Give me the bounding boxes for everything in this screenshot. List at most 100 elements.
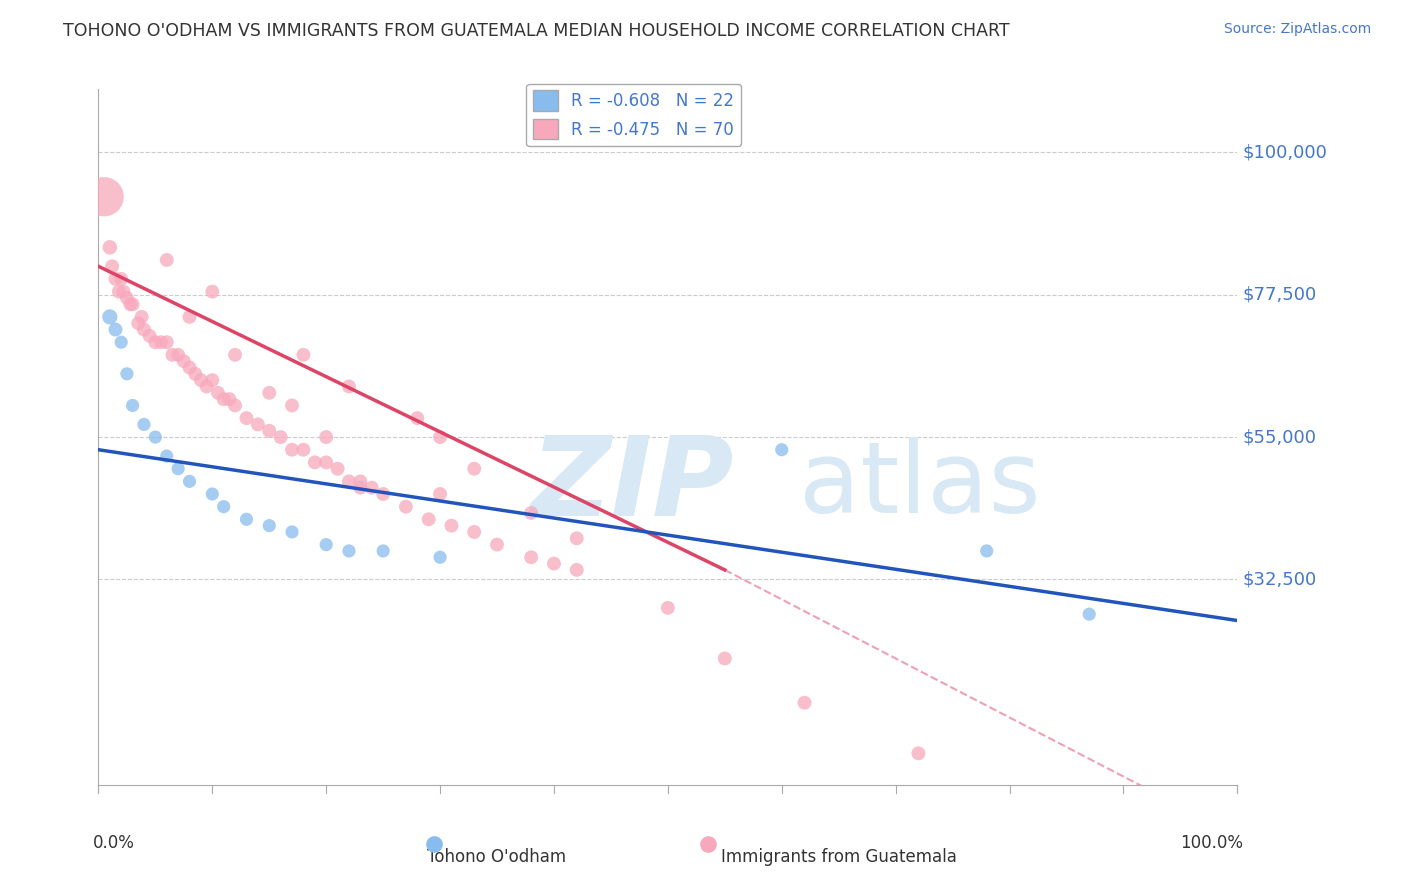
- Point: [292, 348, 315, 362]
- Point: [657, 600, 679, 615]
- Text: TOHONO O'ODHAM VS IMMIGRANTS FROM GUATEMALA MEDIAN HOUSEHOLD INCOME CORRELATION : TOHONO O'ODHAM VS IMMIGRANTS FROM GUATEM…: [63, 22, 1010, 40]
- Point: [179, 310, 201, 324]
- Point: [224, 348, 246, 362]
- Point: [156, 252, 179, 267]
- Text: ZIP: ZIP: [531, 433, 735, 540]
- Point: [429, 550, 451, 565]
- Text: $77,500: $77,500: [1243, 285, 1317, 304]
- Point: [104, 322, 127, 336]
- Point: [195, 379, 218, 393]
- Point: [98, 240, 121, 254]
- Point: [121, 399, 143, 413]
- Point: [281, 399, 304, 413]
- Point: [131, 310, 153, 324]
- Point: [349, 475, 371, 489]
- Point: [218, 392, 240, 406]
- Point: [281, 524, 304, 539]
- Point: [714, 651, 737, 665]
- Point: [201, 285, 224, 299]
- Point: [486, 538, 509, 552]
- Point: [115, 291, 138, 305]
- Point: [429, 487, 451, 501]
- Point: [520, 550, 543, 565]
- Point: [315, 538, 337, 552]
- Point: [108, 285, 131, 299]
- Point: [212, 500, 235, 514]
- Point: [406, 411, 429, 425]
- Legend: R = -0.608   N = 22, R = -0.475   N = 70: R = -0.608 N = 22, R = -0.475 N = 70: [526, 84, 741, 146]
- Point: [145, 335, 167, 350]
- Point: [371, 544, 394, 558]
- Point: [207, 385, 229, 400]
- Point: [395, 500, 418, 514]
- Point: [423, 778, 446, 792]
- Point: [235, 512, 257, 526]
- Point: [292, 442, 315, 457]
- Point: [246, 417, 269, 432]
- Point: [270, 430, 292, 444]
- Point: [349, 481, 371, 495]
- Point: [565, 563, 588, 577]
- Point: [259, 385, 281, 400]
- Point: [793, 696, 815, 710]
- Point: [145, 430, 167, 444]
- Point: [115, 367, 138, 381]
- Point: [337, 475, 360, 489]
- Point: [259, 424, 281, 438]
- Point: [907, 747, 929, 761]
- Point: [190, 373, 212, 387]
- Point: [235, 411, 257, 425]
- Point: [259, 518, 281, 533]
- Point: [112, 285, 135, 299]
- Point: [463, 461, 485, 475]
- Point: [337, 544, 360, 558]
- Text: $55,000: $55,000: [1243, 428, 1317, 446]
- Point: [156, 449, 179, 463]
- Point: [212, 392, 235, 406]
- Point: [1078, 607, 1101, 622]
- Text: 100.0%: 100.0%: [1180, 834, 1243, 852]
- Point: [360, 481, 382, 495]
- Text: $100,000: $100,000: [1243, 144, 1327, 161]
- Point: [770, 442, 793, 457]
- Point: [104, 272, 127, 286]
- Point: [371, 487, 394, 501]
- Point: [132, 322, 155, 336]
- Text: atlas: atlas: [799, 437, 1040, 534]
- Point: [201, 487, 224, 501]
- Text: Source: ZipAtlas.com: Source: ZipAtlas.com: [1223, 22, 1371, 37]
- Point: [127, 316, 149, 330]
- Point: [179, 475, 201, 489]
- Point: [696, 778, 718, 792]
- Point: [543, 557, 565, 571]
- Point: [337, 379, 360, 393]
- Point: [315, 455, 337, 469]
- Point: [976, 544, 998, 558]
- Point: [101, 260, 124, 274]
- Text: Tohono O'odham: Tohono O'odham: [427, 847, 567, 865]
- Point: [281, 442, 304, 457]
- Point: [110, 272, 132, 286]
- Point: [162, 348, 184, 362]
- Point: [224, 399, 246, 413]
- Point: [429, 430, 451, 444]
- Point: [120, 297, 142, 311]
- Point: [98, 310, 121, 324]
- Point: [326, 461, 349, 475]
- Point: [520, 506, 543, 520]
- Text: $32,500: $32,500: [1243, 570, 1317, 589]
- Point: [184, 367, 207, 381]
- Point: [110, 335, 132, 350]
- Point: [179, 360, 201, 375]
- Point: [565, 531, 588, 545]
- Point: [304, 455, 326, 469]
- Point: [167, 461, 190, 475]
- Point: [121, 297, 143, 311]
- Text: Immigrants from Guatemala: Immigrants from Guatemala: [721, 847, 956, 865]
- Point: [150, 335, 173, 350]
- Point: [463, 524, 485, 539]
- Text: 0.0%: 0.0%: [93, 834, 135, 852]
- Point: [138, 329, 160, 343]
- Point: [201, 373, 224, 387]
- Point: [167, 348, 190, 362]
